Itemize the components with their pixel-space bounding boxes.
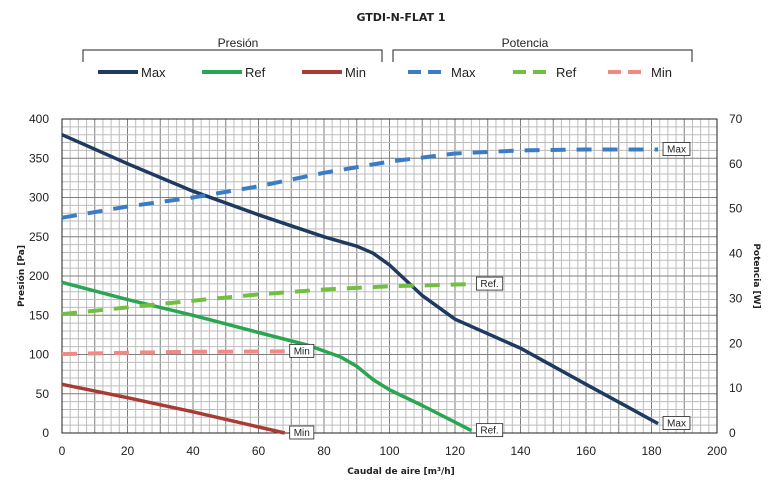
tick-labels: 0 20 40 60 80 100 120 140 160 180 2000501001502002… bbox=[29, 112, 743, 458]
legend-label-presion-min: Min bbox=[345, 65, 366, 80]
series-end-label-box bbox=[475, 276, 504, 291]
y-axis-label-left: Presión [Pa] bbox=[16, 245, 27, 307]
legend-label-presion-ref: Ref bbox=[245, 65, 266, 80]
legend-group-presion: Presión bbox=[218, 36, 259, 50]
series-end-label-box bbox=[662, 142, 691, 156]
legend-label-potencia-min: Min bbox=[651, 65, 672, 80]
x-tick-label: 180 bbox=[641, 444, 661, 458]
legend-group-bracket-presion bbox=[82, 49, 383, 62]
chart-title: GTDI-N-FLAT 1 bbox=[356, 11, 445, 24]
series-end-label-potencia-ref: Ref. bbox=[480, 279, 498, 290]
y-tick-label-left: 100 bbox=[29, 348, 49, 362]
legend: Presión Potencia Max Ref Min Max Ref Min bbox=[82, 36, 693, 80]
y-tick-label-right: 50 bbox=[729, 202, 743, 216]
series-line-presion-max bbox=[61, 133, 659, 426]
x-tick-label: 200 bbox=[707, 444, 727, 458]
grid bbox=[62, 119, 717, 433]
series-line-potencia-max bbox=[61, 147, 659, 220]
series-end-label-potencia-min: Min bbox=[294, 346, 310, 357]
x-tick-label: 140 bbox=[510, 444, 530, 458]
y-tick-label-left: 400 bbox=[29, 112, 49, 126]
legend-label-potencia-max: Max bbox=[451, 65, 476, 80]
x-tick-label: 40 bbox=[186, 444, 200, 458]
x-tick-label: 160 bbox=[576, 444, 596, 458]
x-tick-label: 0 bbox=[59, 444, 66, 458]
series-line-potencia-ref bbox=[61, 282, 472, 317]
series-end-label-box bbox=[289, 425, 315, 440]
legend-label-presion-max: Max bbox=[141, 65, 166, 80]
legend-group-potencia: Potencia bbox=[502, 36, 549, 50]
legend-label-potencia-ref: Ref bbox=[556, 65, 577, 80]
x-axis-label: Caudal de aire [m³/h] bbox=[347, 467, 455, 477]
y-tick-label-right: 60 bbox=[729, 157, 743, 171]
series-end-label-box bbox=[475, 423, 504, 438]
y-tick-label-left: 200 bbox=[29, 269, 49, 283]
series-end-label-presion-ref: Ref. bbox=[480, 426, 498, 437]
y-tick-label-left: 250 bbox=[29, 230, 49, 244]
series-end-label-box bbox=[289, 343, 315, 358]
y-axis-label-right: Potencia [W] bbox=[751, 243, 761, 308]
x-tick-label: 80 bbox=[317, 444, 331, 458]
y-tick-label-right: 0 bbox=[729, 426, 736, 440]
x-tick-label: 20 bbox=[121, 444, 135, 458]
y-tick-label-left: 50 bbox=[36, 387, 50, 401]
series-end-label-potencia-max: Max bbox=[667, 145, 686, 156]
series-end-label-presion-max: Max bbox=[667, 419, 686, 430]
legend-group-bracket-potencia bbox=[392, 49, 693, 62]
y-tick-label-right: 70 bbox=[729, 112, 743, 126]
y-tick-label-right: 30 bbox=[729, 291, 743, 305]
plot-area bbox=[61, 118, 718, 434]
y-tick-label-left: 0 bbox=[42, 426, 49, 440]
y-tick-label-left: 150 bbox=[29, 308, 49, 322]
series-end-label-box bbox=[662, 416, 691, 430]
series-line-presion-min bbox=[61, 382, 286, 435]
y-tick-label-right: 10 bbox=[729, 381, 743, 395]
x-tick-label: 120 bbox=[445, 444, 465, 458]
y-tick-label-left: 300 bbox=[29, 191, 49, 205]
x-tick-label: 60 bbox=[252, 444, 266, 458]
y-tick-label-left: 350 bbox=[29, 151, 49, 165]
x-tick-label: 100 bbox=[379, 444, 399, 458]
y-tick-label-right: 40 bbox=[729, 247, 743, 261]
series-line-presion-ref bbox=[61, 280, 473, 433]
series-line-potencia-min bbox=[61, 349, 285, 357]
y-tick-label-right: 20 bbox=[729, 336, 743, 350]
series-end-label-presion-min: Min bbox=[294, 428, 310, 439]
